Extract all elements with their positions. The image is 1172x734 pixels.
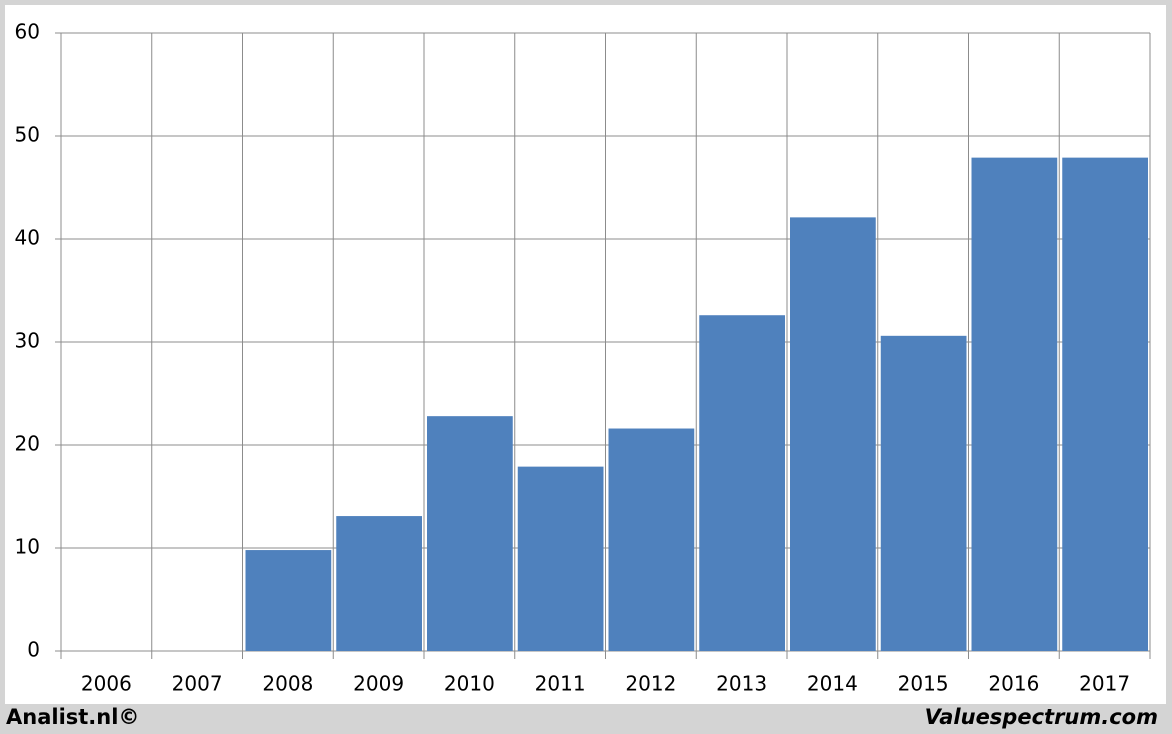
- x-tick-label: 2010: [444, 672, 495, 696]
- x-tick-label: 2014: [807, 672, 858, 696]
- x-tick-label: 2006: [81, 672, 132, 696]
- footer-right: Valuespectrum.com: [925, 705, 1158, 729]
- y-tick-label: 10: [15, 535, 40, 559]
- y-tick-label: 20: [15, 432, 40, 456]
- x-tick-label: 2012: [625, 672, 676, 696]
- y-tick-label: 0: [27, 638, 40, 662]
- bar: [880, 335, 967, 651]
- y-tick-label: 30: [15, 329, 40, 353]
- x-tick-label: 2017: [1079, 672, 1130, 696]
- x-tick-label: 2016: [988, 672, 1039, 696]
- x-tick-label: 2007: [172, 672, 223, 696]
- footer-left: Analist.nl©: [6, 705, 139, 729]
- bar: [608, 428, 695, 651]
- bar: [699, 315, 785, 651]
- bar: [427, 416, 513, 651]
- y-tick-label: 50: [15, 123, 40, 147]
- x-tick-label: 2009: [353, 672, 404, 696]
- y-tick-label: 60: [15, 20, 40, 44]
- bar: [336, 516, 422, 651]
- x-tick-label: 2015: [898, 672, 949, 696]
- bar: [245, 550, 332, 651]
- bar: [1062, 157, 1148, 651]
- y-tick-label: 40: [15, 226, 40, 250]
- x-tick-label: 2013: [716, 672, 767, 696]
- x-tick-label: 2008: [262, 672, 313, 696]
- bar: [517, 466, 604, 651]
- x-tick-label: 2011: [535, 672, 586, 696]
- bar: [790, 217, 876, 651]
- bar: [971, 157, 1058, 651]
